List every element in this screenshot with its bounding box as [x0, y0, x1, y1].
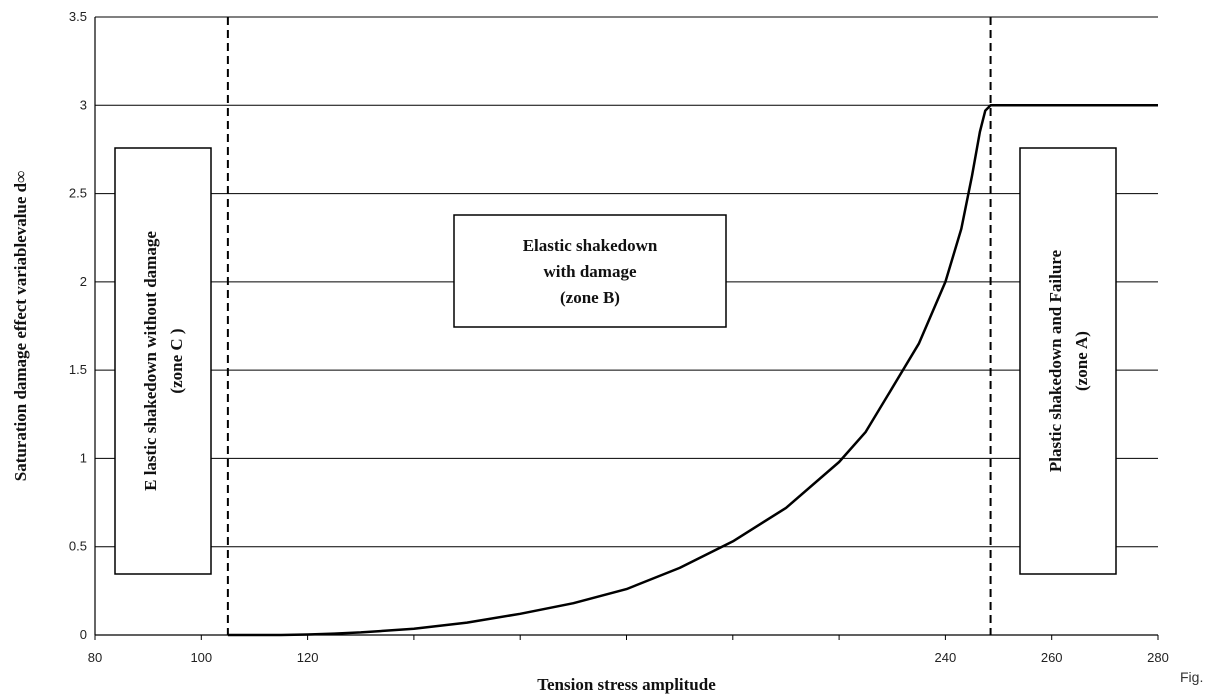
zone-b-box	[453, 214, 727, 328]
y-tick-label: 2.5	[69, 186, 87, 201]
x-tick-label: 240	[935, 650, 957, 665]
zone-b-label: (zone B)	[560, 288, 620, 307]
zone-b-label: with damage	[543, 262, 636, 281]
figure-caption: Fig.	[1180, 669, 1204, 685]
x-tick-label: 120	[297, 650, 319, 665]
zone-a-box	[1019, 147, 1117, 575]
zone-b-label: Elastic shakedown	[523, 236, 658, 255]
zone-boundaries	[226, 17, 992, 635]
zone-c-label: (zone C )	[167, 328, 186, 393]
y-tick-label: 3.5	[69, 9, 87, 24]
zone-a-label: (zone A)	[1072, 331, 1091, 391]
zone-c-box	[114, 147, 212, 575]
x-axis-title: Tension stress amplitude	[537, 675, 716, 694]
damage-curve	[227, 104, 1158, 637]
x-tick-label: 280	[1147, 650, 1169, 665]
y-tick-label: 0.5	[69, 539, 87, 554]
y-tick-label: 3	[80, 97, 87, 112]
y-tick-label: 1	[80, 450, 87, 465]
x-tick-label: 80	[88, 650, 102, 665]
series	[227, 104, 1158, 637]
y-tick-label: 1.5	[69, 362, 87, 377]
axes: Tension stress amplitude Saturation damag…	[11, 17, 1159, 694]
zone-c-label: E lastic shakedown without damage	[141, 231, 160, 491]
y-tick-label: 2	[80, 274, 87, 289]
grid-lines	[95, 16, 1158, 548]
zone-annotations: Elastic shakedown with damage (zone B) E la…	[114, 147, 1117, 575]
y-tick-label: 0	[80, 627, 87, 642]
zone-a-label: Plastic shakedown and Failure	[1046, 249, 1065, 472]
y-axis-title: Saturation damage effect variablevalue d…	[11, 171, 30, 482]
x-tick-label: 100	[190, 650, 212, 665]
tick-labels: 0 0.5 1 1.5 2 2.5 3 3.5 80 100 120 240 260 280	[69, 9, 1169, 665]
x-tick-label: 260	[1041, 650, 1063, 665]
